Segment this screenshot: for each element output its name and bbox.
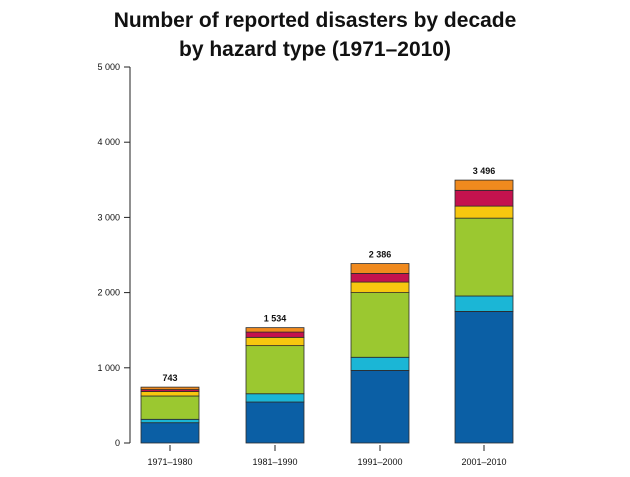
bar-segment-series-3	[454, 217, 514, 297]
y-tick-label: 3 000	[97, 212, 120, 222]
y-tick-label: 1 000	[97, 363, 120, 373]
bar-segment-series-1	[140, 422, 200, 444]
bar-segment-series-6	[454, 179, 514, 191]
x-tick-label: 2001–2010	[461, 457, 506, 467]
bar-segment-series-3	[140, 395, 200, 420]
bar-segment-series-5	[350, 273, 410, 283]
bar-segment-series-5	[245, 331, 305, 338]
bar-segment-series-1	[245, 401, 305, 444]
bar-segment-series-4	[140, 391, 200, 397]
y-tick-label: 0	[115, 438, 120, 448]
bar-segment-series-2	[454, 295, 514, 312]
y-tick-label: 4 000	[97, 137, 120, 147]
x-tick-label: 1971–1980	[147, 457, 192, 467]
bar-segment-series-2	[245, 393, 305, 403]
bar-segment-series-1	[350, 370, 410, 444]
x-tick-label: 1991–2000	[357, 457, 402, 467]
bar-segment-series-2	[350, 356, 410, 371]
bar-segment-series-1	[454, 310, 514, 444]
bar-segment-series-3	[245, 345, 305, 395]
bar-segment-series-4	[245, 336, 305, 347]
y-tick-label: 5 000	[97, 62, 120, 72]
chart-title-line-1: Number of reported disasters by decade	[113, 9, 517, 32]
chart-title-line-2: by hazard type (1971–2010)	[179, 38, 451, 61]
bar-total-label: 2 386	[369, 250, 392, 260]
bar-total-label: 1 534	[264, 314, 287, 324]
bar-total-label: 3 496	[473, 166, 496, 176]
chart-title: Number of reported disasters by decade b…	[0, 6, 630, 64]
bar-segment-series-4	[350, 281, 410, 293]
bar-segment-series-2	[140, 418, 200, 424]
bar-segment-series-6	[350, 263, 410, 274]
bar-segment-series-4	[454, 205, 514, 219]
bar-segment-series-5	[454, 189, 514, 207]
bar-total-label: 743	[162, 373, 177, 383]
bar-segment-series-6	[245, 327, 305, 333]
x-tick-label: 1981–1990	[252, 457, 297, 467]
bar-segment-series-6	[140, 386, 200, 391]
bar-segment-series-3	[350, 292, 410, 358]
y-tick-label: 2 000	[97, 288, 120, 298]
